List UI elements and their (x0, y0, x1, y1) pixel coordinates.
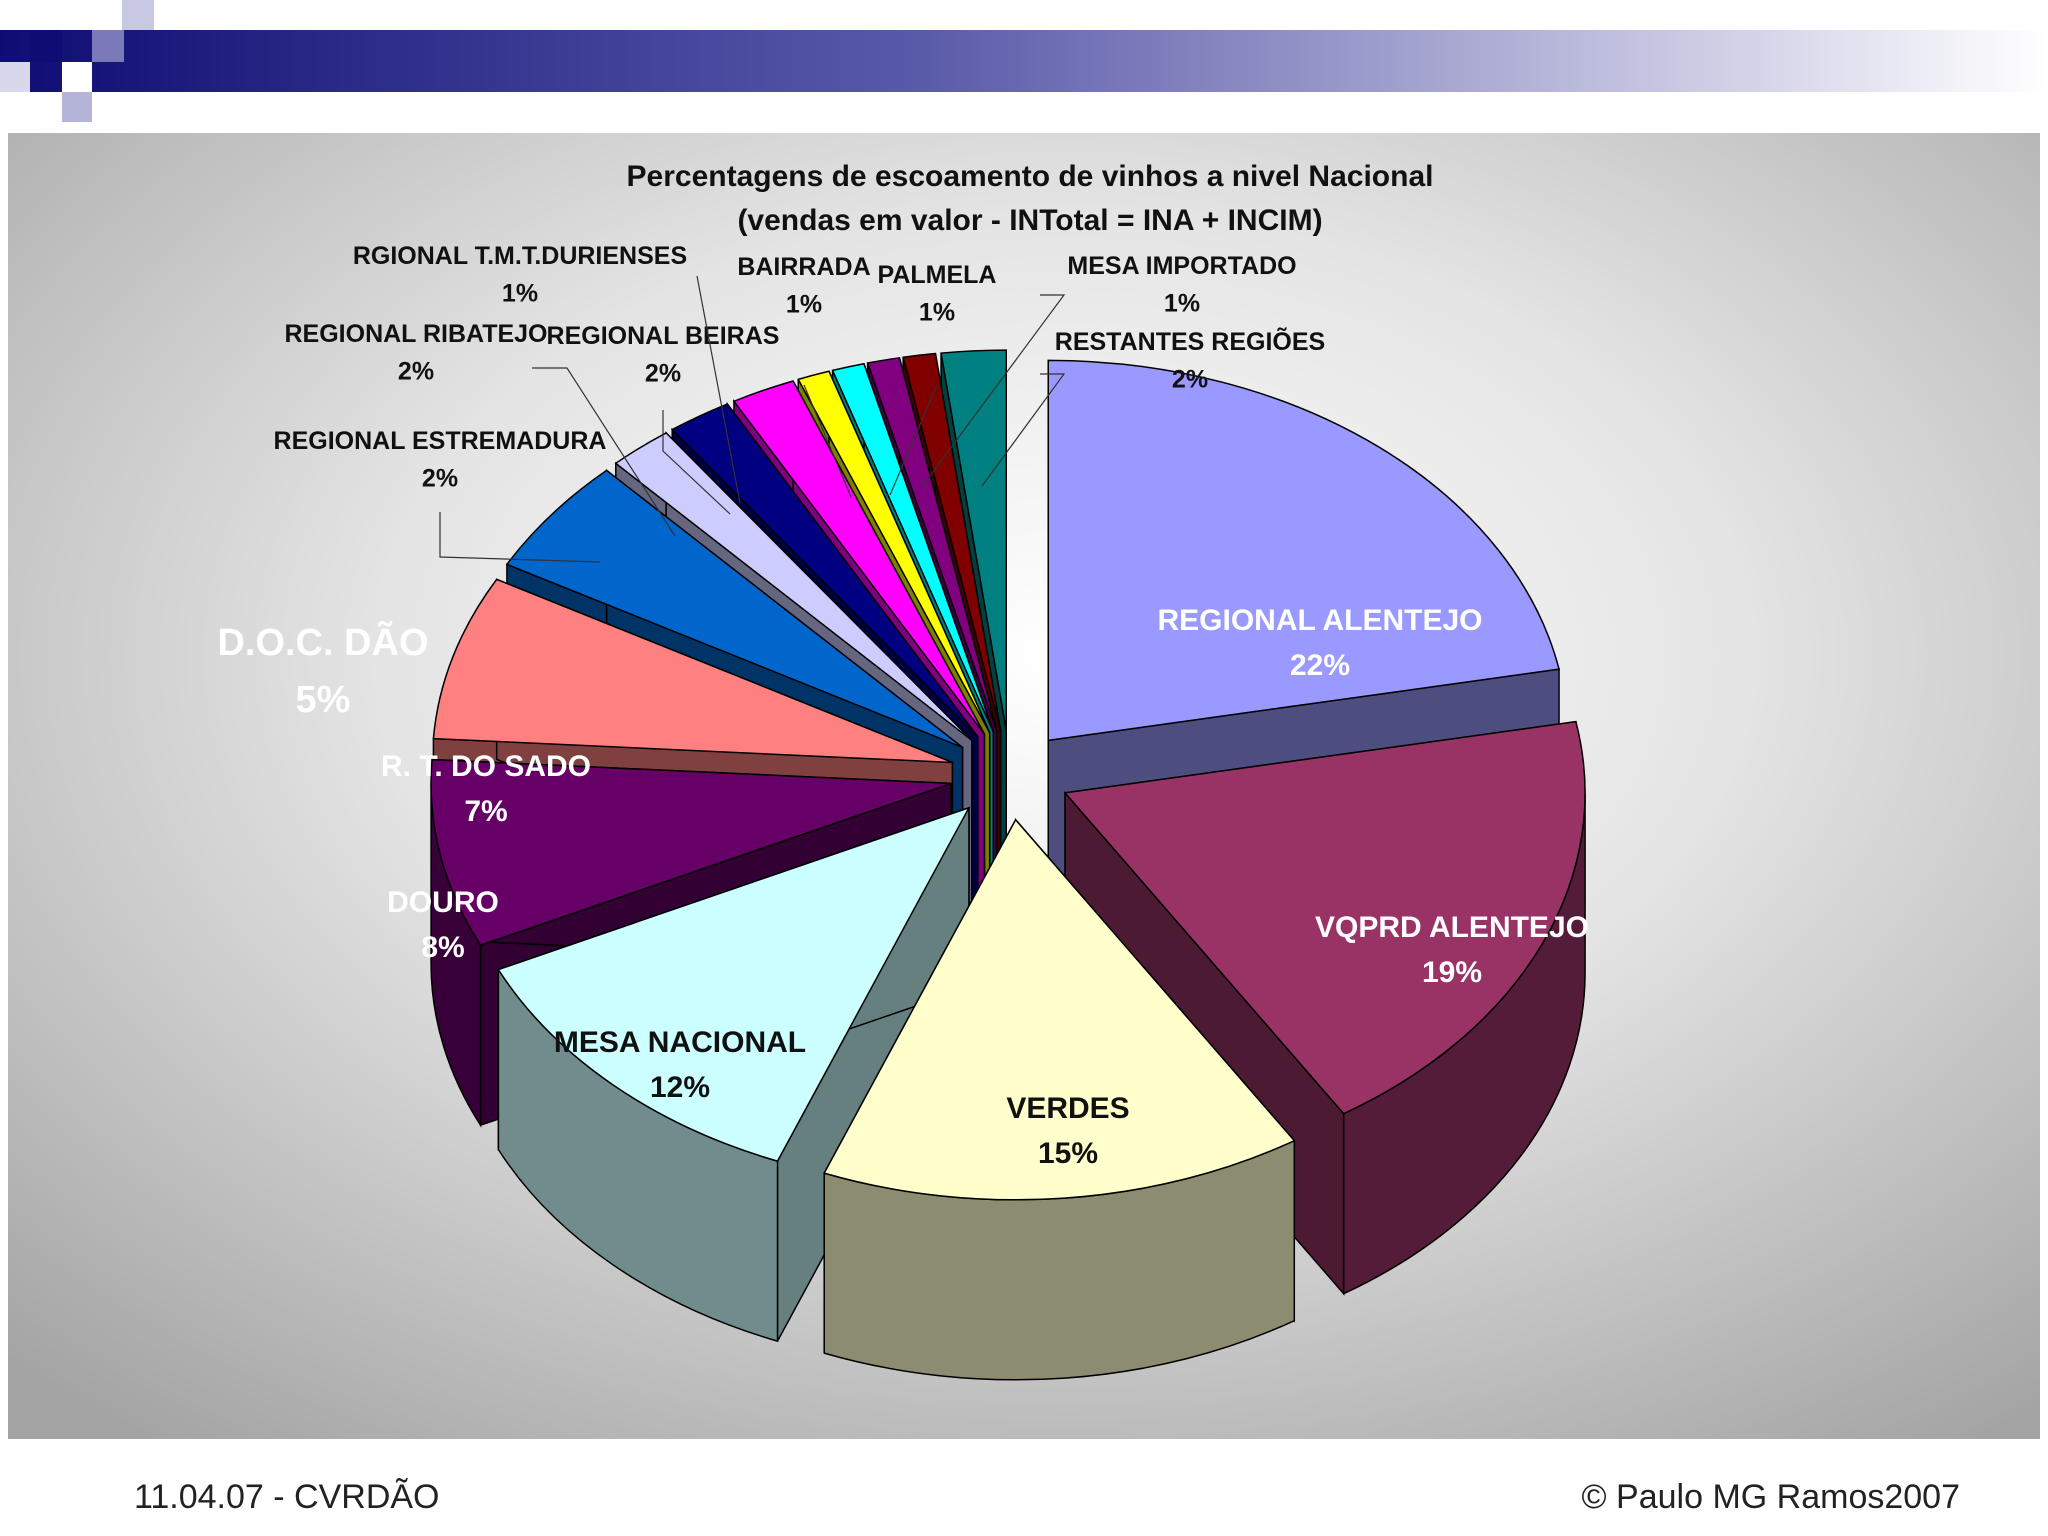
slice-percent-vqprd-alentejo: 19% (1422, 956, 1482, 989)
slice-label-restantes-regi-es: RESTANTES REGIÕES (1055, 326, 1325, 356)
header-square (92, 30, 124, 62)
slice-label-verdes: VERDES (1006, 1092, 1129, 1125)
slice-percent-mesa-importado: 1% (1164, 290, 1200, 318)
leader-line-regional-ribatejo (532, 367, 676, 537)
slice-label-d-o-c-d-o: D.O.C. DÃO (217, 620, 428, 664)
pie-slice-top (505, 469, 964, 749)
pie-slice-top (823, 818, 1296, 1201)
header-square (0, 62, 30, 92)
pie-slice-top (1063, 720, 1586, 1115)
leader-line-regional-estremadura (439, 512, 601, 563)
slice-percent-d-o-c-d-o: 5% (296, 679, 351, 721)
slice-label-regional-ribatejo: REGIONAL RIBATEJO (285, 320, 548, 348)
pie-slice-top (614, 431, 973, 741)
slice-percent-regional-estremadura: 2% (422, 465, 458, 493)
slice-percent-r-t-do-sado: 7% (464, 795, 507, 828)
slice-percent-douro: 8% (421, 931, 464, 964)
slice-label-palmela: PALMELA (878, 261, 997, 289)
chart-subtitle: (vendas em valor - INTotal = INA + INCIM… (737, 204, 1322, 237)
slice-percent-verdes: 15% (1038, 1137, 1098, 1170)
slice-label-mesa-nacional: MESA NACIONAL (554, 1026, 806, 1059)
pie-slice-top (732, 380, 986, 735)
pie-slice-top (831, 362, 994, 733)
slice-label-mesa-importado: MESA IMPORTADO (1067, 252, 1296, 280)
slice-label-bairrada: BAIRRADA (737, 253, 870, 281)
leader-line-palmela (889, 384, 938, 496)
slice-label-rgional-t-m-t-durienses: RGIONAL T.M.T.DURIENSES (353, 242, 687, 270)
slice-percent-mesa-nacional: 12% (650, 1071, 710, 1104)
pie-slice-top (497, 806, 971, 1163)
header-square (62, 92, 92, 122)
slice-label-regional-beiras: REGIONAL BEIRAS (547, 322, 780, 350)
slice-percent-rgional-t-m-t-durienses: 1% (502, 280, 538, 308)
slice-label-douro: DOURO (387, 886, 499, 919)
leader-line-restantes-regi-es (981, 373, 1066, 487)
pie-slice-verdes (823, 817, 1296, 1381)
pie-slice-top (430, 758, 952, 947)
slice-percent-palmela: 1% (919, 299, 955, 327)
footer-date: 11.04.07 - CVRDÃO (134, 1478, 440, 1516)
slice-label-r-t-do-sado: R. T. DO SADO (381, 750, 591, 783)
slice-percent-regional-alentejo: 22% (1290, 649, 1350, 682)
slice-percent-bairrada: 1% (786, 291, 822, 319)
slice-percent-regional-beiras: 2% (645, 360, 681, 388)
slice-label-vqprd-alentejo: VQPRD ALENTEJO (1315, 911, 1589, 944)
leader-line-rgional-t-m-t-durienses (696, 275, 741, 504)
footer-copyright: © Paulo MG Ramos2007 (1581, 1478, 1960, 1516)
slice-percent-regional-ribatejo: 2% (398, 358, 434, 386)
leader-line-regional-beiras (662, 410, 731, 515)
pie-slice-top (432, 578, 953, 764)
slice-label-regional-alentejo: REGIONAL ALENTEJO (1157, 604, 1482, 637)
slice-label-regional-estremadura: REGIONAL ESTREMADURA (274, 427, 607, 455)
leader-line-mesa-importado (920, 294, 1066, 489)
header-gradient-bar (0, 30, 2048, 92)
header-square (62, 62, 92, 92)
header-square (30, 30, 62, 62)
pie-chart: REGIONAL ALENTEJO 22% VQPRD ALENTEJO 19% VER… (217, 242, 1589, 1381)
pie-slice-top (902, 352, 1002, 731)
pie-slice-top (940, 349, 1007, 731)
slice-percent-restantes-regi-es: 2% (1172, 366, 1208, 394)
pie-slice-top (1047, 359, 1560, 742)
header-banner (0, 0, 2048, 122)
leader-line-bairrada (803, 384, 852, 498)
pie-slice-top (670, 403, 979, 738)
header-square (122, 0, 154, 30)
pie-slice-top (866, 356, 998, 732)
pie-slice-top (797, 370, 991, 734)
chart-title: Percentagens de escoamento de vinhos a n… (627, 160, 1434, 193)
